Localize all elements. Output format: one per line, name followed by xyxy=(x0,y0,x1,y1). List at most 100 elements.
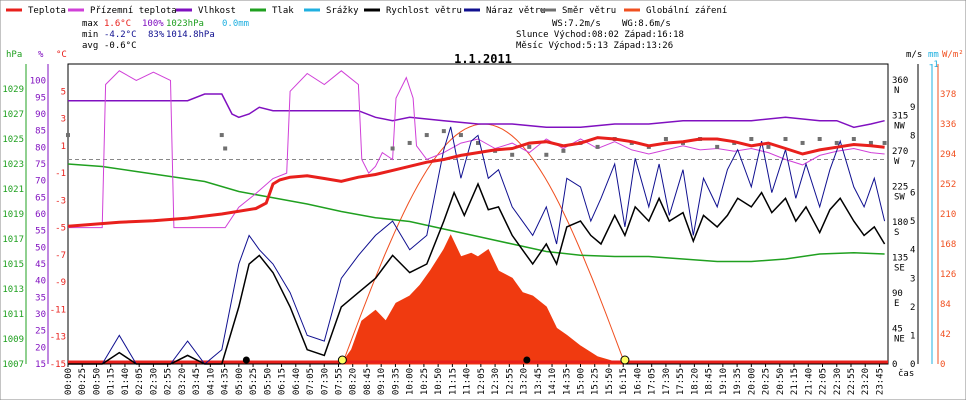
x-tick-label: 21:40 xyxy=(804,368,814,395)
tick-pressure: 1009 xyxy=(2,335,24,345)
tick-wind-speed: 7 xyxy=(910,160,915,170)
x-tick-label: 17:30 xyxy=(662,368,672,395)
wind-dir-dot xyxy=(561,148,566,153)
legend-label: Globální záření xyxy=(646,6,727,16)
tick-wind-dir-label: SE xyxy=(894,263,905,273)
x-tick-label: 06:40 xyxy=(292,368,302,395)
series-teplota xyxy=(67,136,885,228)
x-tick-label: 18:20 xyxy=(690,368,700,395)
tick-wind-speed: 1 xyxy=(910,331,915,341)
x-tick-label: 11:40 xyxy=(463,368,473,395)
info-slunce: Slunce Východ:08:02 Západ:16:18 xyxy=(516,30,684,40)
unit-ms: m/s xyxy=(906,50,922,60)
tick-pressure: 1007 xyxy=(2,360,24,370)
tick-pressure: 1015 xyxy=(2,260,24,270)
tick-pressure: 1029 xyxy=(2,85,24,95)
x-tick-label: 05:00 xyxy=(235,368,245,395)
tick-pressure: 1013 xyxy=(2,285,24,295)
wind-dir-dot xyxy=(424,133,429,138)
x-tick-label: 10:25 xyxy=(420,368,430,395)
x-tick-label: 14:35 xyxy=(562,368,572,395)
x-tick-label: 10:00 xyxy=(406,368,416,395)
x-tick-label: 01:40 xyxy=(121,368,131,395)
series-prizemni-teplota xyxy=(68,70,885,229)
tick-wind-speed: 3 xyxy=(910,274,915,284)
wind-dir-dot xyxy=(800,140,805,145)
x-tick-label: 07:05 xyxy=(306,368,316,395)
legend-label: Směr větru xyxy=(562,6,616,16)
x-tick-label: 22:55 xyxy=(847,368,857,395)
wind-dir-dot xyxy=(595,144,600,149)
x-tick-label: 07:30 xyxy=(320,368,330,395)
wind-dir-dot xyxy=(527,144,532,149)
tick-wind-dir: 225 xyxy=(892,182,908,192)
unit-wm2: W/m² xyxy=(942,50,964,60)
unit-degc: °C xyxy=(56,50,67,60)
x-tick-label: 15:00 xyxy=(577,368,587,395)
tick-wind-dir-label: SW xyxy=(894,192,905,202)
tick-radiation: 126 xyxy=(940,270,956,280)
legend-label: Náraz větru xyxy=(486,6,546,16)
tick-humidity: 40 xyxy=(35,277,46,287)
unit-hpa: hPa xyxy=(6,50,22,60)
legend-label: Vlhkost xyxy=(198,6,236,16)
tick-pressure: 1019 xyxy=(2,210,24,220)
x-tick-label: 03:20 xyxy=(178,368,188,395)
x-tick-label: 02:55 xyxy=(164,368,174,395)
wind-dir-dot xyxy=(476,140,480,145)
unit-cas: čas xyxy=(898,368,914,379)
wind-dir-dot xyxy=(663,137,668,141)
x-tick-label: 16:15 xyxy=(619,368,629,395)
tick-radiation: 0 xyxy=(940,360,945,370)
stat-max-press: 1023hPa xyxy=(166,19,204,29)
x-tick-label: 06:15 xyxy=(278,368,288,395)
tick-humidity: 100 xyxy=(30,77,46,87)
tick-temperature: 3 xyxy=(61,115,66,125)
wind-dir-dot xyxy=(223,146,228,151)
x-tick-label: 18:45 xyxy=(705,368,715,395)
tick-humidity: 70 xyxy=(35,177,46,187)
wind-dir-dot xyxy=(219,133,224,138)
tick-radiation: 252 xyxy=(940,180,956,190)
tick-temperature: 5 xyxy=(61,87,66,97)
tick-pressure: 1017 xyxy=(2,235,24,245)
sunrise-marker xyxy=(337,355,347,365)
x-tick-label: 14:10 xyxy=(548,368,558,395)
tick-humidity: 95 xyxy=(35,93,46,103)
tick-wind-dir: 360 xyxy=(892,76,908,86)
x-tick-label: 10:50 xyxy=(434,368,444,395)
series-vlhkost xyxy=(68,93,885,129)
tick-radiation: 168 xyxy=(940,240,956,250)
x-tick-label: 15:50 xyxy=(605,368,615,395)
tick-wind-speed: 9 xyxy=(910,103,915,113)
x-tick-label: 12:55 xyxy=(505,368,515,395)
stat-min-temp: -4.2°C xyxy=(104,30,137,40)
tick-pressure: 1027 xyxy=(2,110,24,120)
wind-dir-dot xyxy=(441,129,446,134)
x-tick-label: 22:05 xyxy=(819,368,829,395)
tick-wind-speed: 5 xyxy=(910,217,915,227)
stat-max-rain: 0.0mm xyxy=(222,19,249,29)
stat-max-label: max xyxy=(82,19,99,29)
x-tick-label: 04:10 xyxy=(206,368,216,395)
tick-radiation: 378 xyxy=(940,90,956,100)
x-tick-label: 02:30 xyxy=(149,368,159,395)
x-tick-label: 15:25 xyxy=(591,368,601,395)
tick-wind-dir-label: W xyxy=(894,157,900,167)
tick-wind-dir: 270 xyxy=(892,147,908,157)
series-naraz-vetru xyxy=(68,126,886,365)
tick-temperature: 1 xyxy=(61,142,66,152)
tick-temperature: -15 xyxy=(50,360,66,370)
wind-dir-dot xyxy=(458,133,463,138)
tick-temperature: -5 xyxy=(55,224,66,234)
tick-humidity: 90 xyxy=(35,110,46,120)
axes: 1007100910111013101510171019102110231025… xyxy=(2,60,956,395)
wind-dir-dot xyxy=(390,146,395,151)
x-tick-label: 13:20 xyxy=(520,368,530,395)
series-rychlost-vetru xyxy=(68,182,886,365)
wind-dir-dot xyxy=(544,152,549,157)
tick-pressure: 1011 xyxy=(2,310,24,320)
x-tick-label: 08:45 xyxy=(363,368,373,395)
x-tick-label: 19:10 xyxy=(719,368,729,395)
tick-humidity: 65 xyxy=(35,193,46,203)
